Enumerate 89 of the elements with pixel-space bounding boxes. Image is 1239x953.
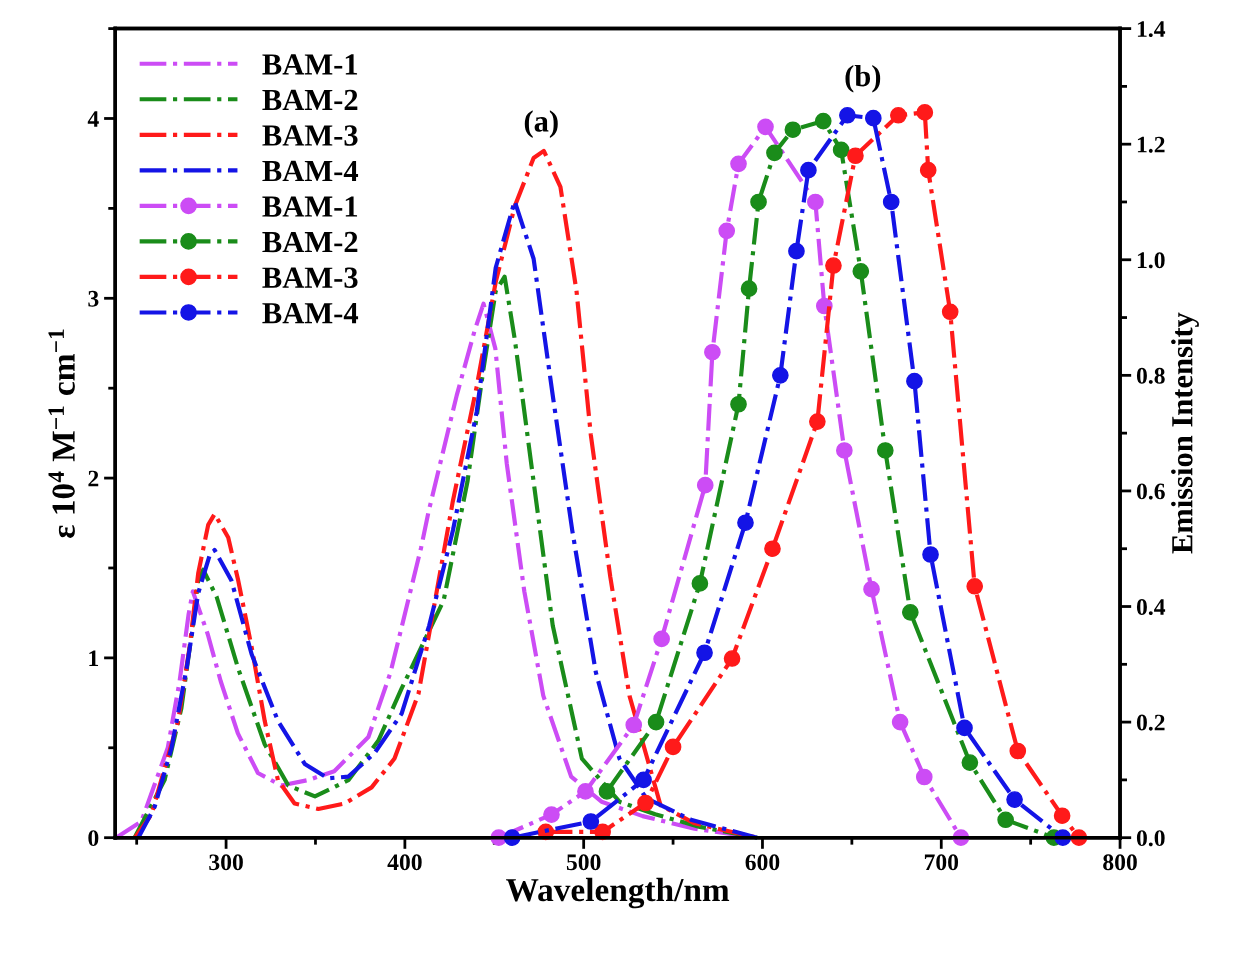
point <box>919 161 937 179</box>
point <box>582 813 600 830</box>
legend-label: BAM-4 <box>262 160 359 182</box>
point <box>723 650 741 667</box>
point <box>635 771 652 789</box>
point <box>836 442 853 459</box>
point <box>543 806 560 823</box>
point <box>839 106 856 124</box>
x-tick-label: 500 <box>566 854 601 871</box>
point <box>772 367 789 384</box>
point <box>961 754 979 771</box>
x-tick-label: 300 <box>209 854 243 871</box>
annotation: (b) <box>845 64 881 93</box>
point <box>800 161 817 179</box>
y-tick-label: 3 <box>88 290 99 307</box>
y-axis-title: ε 10$^{4}$ M$^{−1}$ cm$^{−1}$ <box>48 329 75 538</box>
point <box>832 141 850 159</box>
point <box>906 372 923 390</box>
point <box>704 343 721 361</box>
point <box>809 413 826 430</box>
point <box>966 577 984 595</box>
y2-tick-label: 0.4 <box>1136 599 1166 616</box>
x-tick-label: 600 <box>745 854 780 871</box>
point <box>852 262 870 280</box>
point <box>915 768 933 786</box>
point <box>750 193 767 211</box>
legend-label: BAM-2 <box>262 231 358 253</box>
point <box>1006 791 1023 808</box>
y-tick-label: 4 <box>87 111 99 127</box>
point <box>1053 807 1071 825</box>
point <box>890 106 907 124</box>
point <box>653 630 670 648</box>
point <box>696 644 713 662</box>
y-tick-label: 2 <box>88 470 99 487</box>
y2-tick-label: 0.6 <box>1136 483 1165 500</box>
point <box>718 222 736 240</box>
legend-label: BAM-2 <box>262 89 358 111</box>
x-tick-label: 400 <box>387 854 422 871</box>
point <box>882 193 900 211</box>
point <box>577 783 594 800</box>
point <box>691 575 709 592</box>
point <box>825 257 842 274</box>
point <box>598 783 616 800</box>
legend-label: BAM-4 <box>262 303 359 324</box>
point <box>847 147 864 165</box>
y2-axis-title: Emission Intensity <box>1171 312 1199 554</box>
y2-tick-label: 1.4 <box>1137 21 1166 38</box>
point <box>788 242 805 260</box>
y2-tick-label: 0.8 <box>1136 367 1165 384</box>
point <box>696 476 714 494</box>
point <box>916 104 934 121</box>
point <box>625 716 643 734</box>
point <box>647 713 665 731</box>
point <box>891 713 909 731</box>
annotation: (a) <box>524 110 558 138</box>
point <box>807 193 824 211</box>
y2-tick-label: 1.2 <box>1137 136 1165 153</box>
x-axis-title: Wavelength/nm <box>506 877 730 909</box>
y2-tick-label: 0.2 <box>1136 714 1165 731</box>
x-tick-label: 700 <box>924 854 959 871</box>
point <box>637 794 654 812</box>
point <box>757 118 774 136</box>
point <box>730 155 747 173</box>
y2-tick-label: 1.0 <box>1137 252 1165 269</box>
point <box>766 144 783 162</box>
x-tick-label: 800 <box>1103 854 1137 871</box>
point <box>941 303 959 321</box>
point <box>814 112 832 130</box>
legend-label: BAM-1 <box>262 196 358 217</box>
point <box>764 540 781 558</box>
y-tick-label: 1 <box>89 650 99 667</box>
y-tick-label: 0 <box>88 830 99 847</box>
legend-label: BAM-1 <box>262 54 358 75</box>
point <box>876 442 894 459</box>
legend-label: BAM-3 <box>262 267 358 288</box>
y2-tick-label: 0.0 <box>1136 830 1165 847</box>
point <box>864 109 882 127</box>
point <box>956 719 973 737</box>
point <box>737 514 754 532</box>
point <box>784 121 802 139</box>
point <box>901 603 919 621</box>
point <box>997 811 1014 829</box>
point <box>922 546 939 563</box>
point <box>740 280 758 297</box>
legend-label: BAM-3 <box>262 125 358 146</box>
point <box>664 738 682 756</box>
point <box>730 395 747 413</box>
point <box>1009 742 1027 760</box>
point <box>863 580 880 598</box>
